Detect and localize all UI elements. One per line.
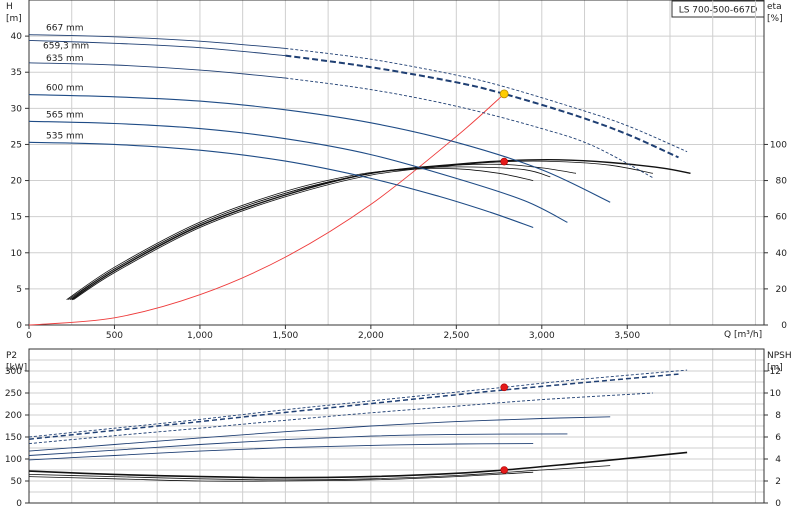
head-curve-label: 600 mm: [46, 84, 84, 94]
head-curve-4: [28, 94, 611, 203]
duty-point-marker: [499, 89, 509, 99]
y-right-tick-label: 4: [775, 455, 781, 465]
y-tick-label: 50: [11, 477, 23, 487]
y-tick-label: 100: [5, 455, 22, 465]
x-tick-label: 3,000: [529, 331, 555, 341]
y-right-tick-label: 100: [770, 140, 787, 150]
head-curve-label: 659,3 mm: [43, 41, 89, 51]
power-point-marker: [500, 383, 508, 392]
y-tick-label: 20: [11, 177, 23, 187]
y-tick-label: 150: [5, 433, 22, 443]
plot-frame: [28, 348, 765, 504]
npsh-curve-3: [28, 471, 534, 482]
y-right-tick-label: 10: [770, 389, 782, 399]
y-tick-label: 300: [5, 367, 22, 377]
efficiency-curve: [73, 160, 653, 301]
y-right-tick-label: 2: [775, 477, 781, 487]
head-curve-3: [28, 62, 286, 79]
bottom-y-right-axis-title-line2: [m]: [767, 363, 783, 373]
y-tick-label: 250: [5, 389, 22, 399]
power-curve-2: [28, 373, 679, 440]
model-label-box: LS 700-500-667D: [671, 0, 765, 18]
x-axis-title: Q [m³/h]: [724, 330, 762, 340]
x-tick-label: 500: [106, 331, 123, 341]
efficiency-curve: [68, 166, 551, 301]
power-curve-3: [28, 392, 653, 445]
head-curve-1: [28, 34, 286, 49]
y-right-tick-label: 12: [770, 367, 781, 377]
head-curve-6: [28, 141, 534, 229]
head-efficiency-plot: 0 5 10 15 20 25 30 35 40 0 20 40 60 80 100 0 500 1,000 1,5…: [11, 0, 788, 341]
y-tick-label: 35: [11, 68, 22, 78]
power-curve-4: [28, 416, 611, 452]
x-tick-label: 3,500: [614, 331, 640, 341]
y-right-tick-label: 40: [776, 249, 788, 259]
y-right-tick-label: 8: [775, 411, 781, 421]
x-tick-label: 0: [26, 331, 32, 341]
y-right-tick-label: 0: [775, 499, 781, 509]
x-tick-label: 1,000: [187, 331, 213, 341]
npsh-curve-1: [28, 451, 688, 479]
head-curve-label: 565 mm: [46, 110, 84, 120]
y-tick-label: 200: [5, 411, 22, 421]
head-curve-2-dashed: [285, 54, 679, 159]
npsh-curve-2: [28, 465, 611, 481]
head-curve-2: [28, 39, 286, 57]
y-tick-label: 0: [16, 321, 22, 331]
y-right-tick-label: 0: [781, 321, 787, 331]
head-curve-1-dashed: [285, 47, 688, 153]
model-label: LS 700-500-667D: [679, 6, 758, 16]
y-right-tick-label: 20: [776, 285, 788, 295]
efficiency-point-marker: [500, 157, 508, 166]
power-npsh-plot: 0 50 100 150 200 250 300 0 2 4 6 8 10 12: [5, 348, 782, 509]
power-curve-6: [28, 443, 534, 461]
y-tick-label: 30: [11, 104, 23, 114]
head-curve-label: 535 mm: [46, 131, 84, 141]
head-curve-5: [28, 120, 568, 223]
y-tick-label: 25: [11, 140, 22, 150]
plot-frame: [28, 0, 765, 326]
y-tick-label: 15: [11, 213, 22, 223]
top-y-right-axis-title-line1: eta: [767, 2, 782, 12]
x-tick-label: 2,000: [358, 331, 384, 341]
y-tick-label: 10: [11, 249, 23, 259]
head-curve-label: 667 mm: [46, 24, 84, 34]
bottom-y-right-axis-title-line1: NPSH: [767, 351, 792, 361]
power-curve-5: [28, 433, 568, 456]
bottom-y-axis-title-line1: P2: [6, 351, 17, 361]
y-right-tick-label: 60: [776, 213, 788, 223]
y-tick-label: 5: [16, 285, 22, 295]
head-curve-3-dashed: [285, 77, 654, 179]
system-curve: [28, 93, 505, 326]
top-y-right-axis-title-line2: [%]: [767, 14, 783, 24]
efficiency-curve: [66, 168, 534, 301]
x-tick-label: 1,500: [273, 331, 299, 341]
y-right-tick-label: 80: [776, 177, 788, 187]
head-curve-label: 635 mm: [46, 54, 84, 64]
npsh-point-marker: [500, 466, 508, 474]
y-right-tick-label: 6: [775, 433, 781, 443]
y-tick-label: 40: [11, 32, 23, 42]
bottom-y-axis-title-line2: [kW]: [6, 363, 27, 373]
top-y-axis-title-line1: H: [6, 2, 13, 12]
y-tick-label: 0: [16, 499, 22, 509]
top-y-axis-title-line2: [m]: [6, 14, 22, 24]
x-tick-label: 2,500: [443, 331, 469, 341]
